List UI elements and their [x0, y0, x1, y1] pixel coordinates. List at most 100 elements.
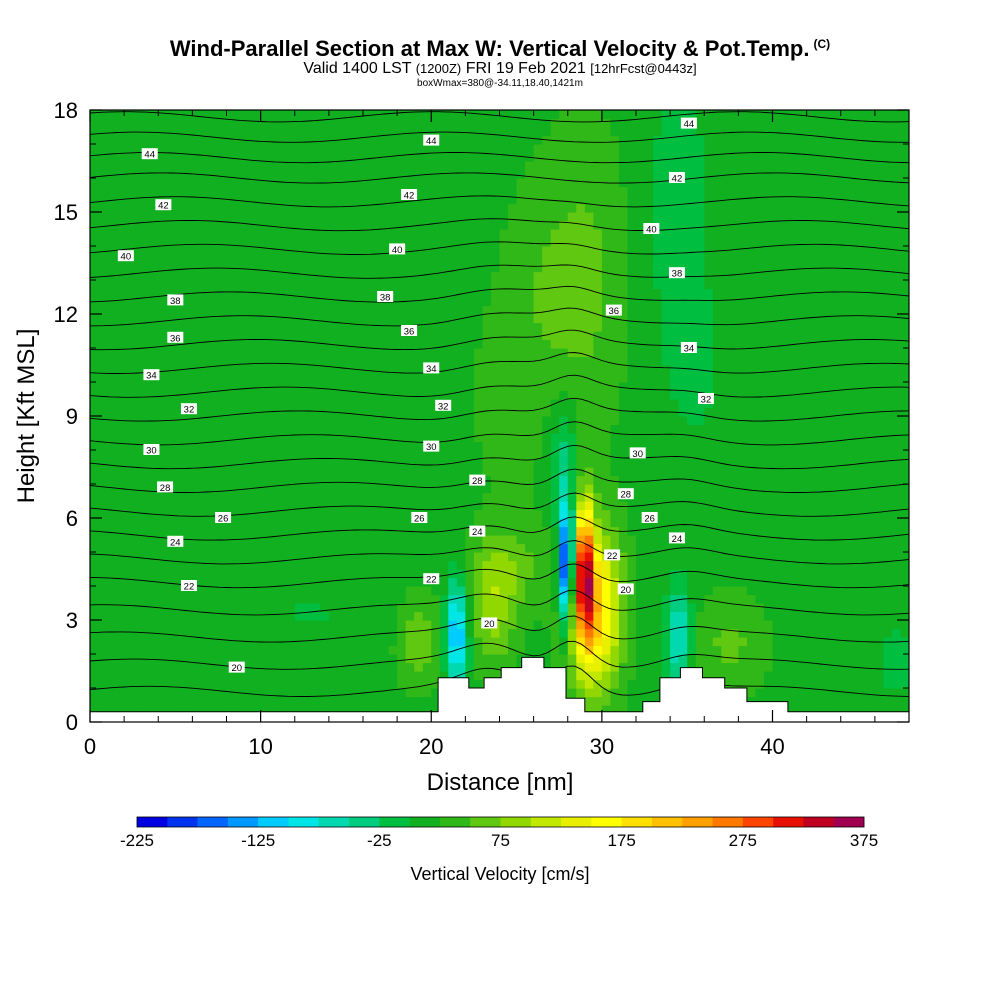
field-cell: [448, 645, 458, 655]
field-cell: [371, 594, 381, 604]
field-cell: [678, 297, 688, 307]
field-cell: [763, 458, 774, 468]
field-cell: [798, 416, 808, 426]
field-cell: [823, 535, 833, 545]
field-cell: [124, 535, 134, 545]
field-cell: [175, 688, 185, 698]
field-cell: [345, 339, 356, 349]
field-cell: [550, 611, 560, 621]
field-cell: [277, 645, 287, 655]
field-cell: [900, 305, 909, 315]
field-cell: [397, 696, 407, 706]
field-cell: [175, 577, 185, 587]
field-cell: [891, 594, 902, 604]
field-cell: [363, 280, 373, 290]
field-cell: [490, 416, 501, 426]
field-cell: [499, 314, 509, 324]
field-cell: [712, 382, 722, 392]
field-cell: [465, 373, 475, 383]
field-cell: [388, 331, 398, 341]
field-cell: [397, 348, 407, 358]
field-cell: [584, 509, 594, 519]
field-cell: [226, 569, 236, 579]
field-cell: [798, 441, 808, 451]
field-cell: [107, 288, 117, 298]
field-cell: [499, 382, 509, 392]
field-cell: [653, 688, 663, 698]
field-cell: [815, 348, 825, 358]
field-cell: [456, 671, 466, 681]
field-cell: [584, 450, 594, 460]
field-cell: [252, 416, 262, 426]
field-cell: [755, 603, 765, 613]
field-cell: [243, 339, 253, 349]
field-cell: [192, 637, 202, 647]
field-cell: [525, 305, 535, 315]
field-cell: [704, 543, 714, 553]
field-cell: [328, 280, 339, 290]
field-cell: [158, 518, 168, 528]
field-cell: [721, 416, 731, 426]
field-cell: [107, 416, 117, 426]
field-cell: [422, 339, 432, 349]
field-cell: [98, 288, 108, 298]
field-cell: [883, 543, 893, 553]
field-cell: [755, 526, 765, 536]
field-cell: [422, 501, 432, 511]
field-cell: [678, 373, 688, 383]
field-cell: [687, 450, 697, 460]
field-cell: [644, 526, 654, 536]
field-cell: [729, 501, 739, 511]
field-cell: [226, 696, 236, 706]
subtitle-date: FRI 19 Feb 2021: [465, 60, 586, 77]
field-cell: [243, 314, 253, 324]
field-cell: [371, 356, 381, 366]
field-cell: [891, 331, 902, 341]
field-cell: [132, 603, 142, 613]
field-cell: [277, 611, 287, 621]
field-cell: [141, 543, 151, 553]
field-cell: [721, 373, 731, 383]
field-cell: [627, 535, 637, 545]
field-cell: [627, 518, 637, 528]
field-cell: [320, 433, 330, 443]
field-cell: [107, 688, 117, 698]
field-cell: [806, 407, 816, 417]
field-cell: [98, 492, 108, 502]
field-cell: [183, 611, 193, 621]
field-cell: [815, 654, 825, 664]
field-cell: [397, 433, 407, 443]
field-cell: [465, 560, 475, 570]
field-cell: [320, 628, 330, 638]
field-cell: [832, 475, 842, 485]
field-cell: [456, 458, 466, 468]
field-cell: [653, 416, 663, 426]
field-cell: [832, 501, 842, 511]
field-cell: [98, 441, 108, 451]
field-cell: [781, 560, 791, 570]
field-cell: [746, 331, 757, 341]
field-cell: [115, 586, 125, 596]
field-cell: [755, 679, 765, 689]
field-cell: [755, 348, 765, 358]
field-cell: [840, 594, 850, 604]
field-cell: [192, 560, 202, 570]
field-cell: [849, 620, 859, 630]
field-cell: [832, 280, 842, 290]
field-cell: [653, 280, 663, 290]
field-cell: [610, 577, 620, 587]
field-cell: [584, 577, 594, 587]
field-cell: [183, 441, 193, 451]
field-cell: [712, 331, 722, 341]
field-cell: [235, 475, 245, 485]
field-cell: [354, 288, 364, 298]
field-cell: [354, 611, 364, 621]
field-cell: [542, 288, 552, 298]
field-cell: [252, 543, 262, 553]
field-cell: [269, 314, 279, 324]
field-cell: [567, 339, 577, 349]
field-cell: [883, 705, 893, 715]
field-cell: [269, 688, 279, 698]
field-cell: [661, 416, 671, 426]
field-cell: [260, 518, 270, 528]
